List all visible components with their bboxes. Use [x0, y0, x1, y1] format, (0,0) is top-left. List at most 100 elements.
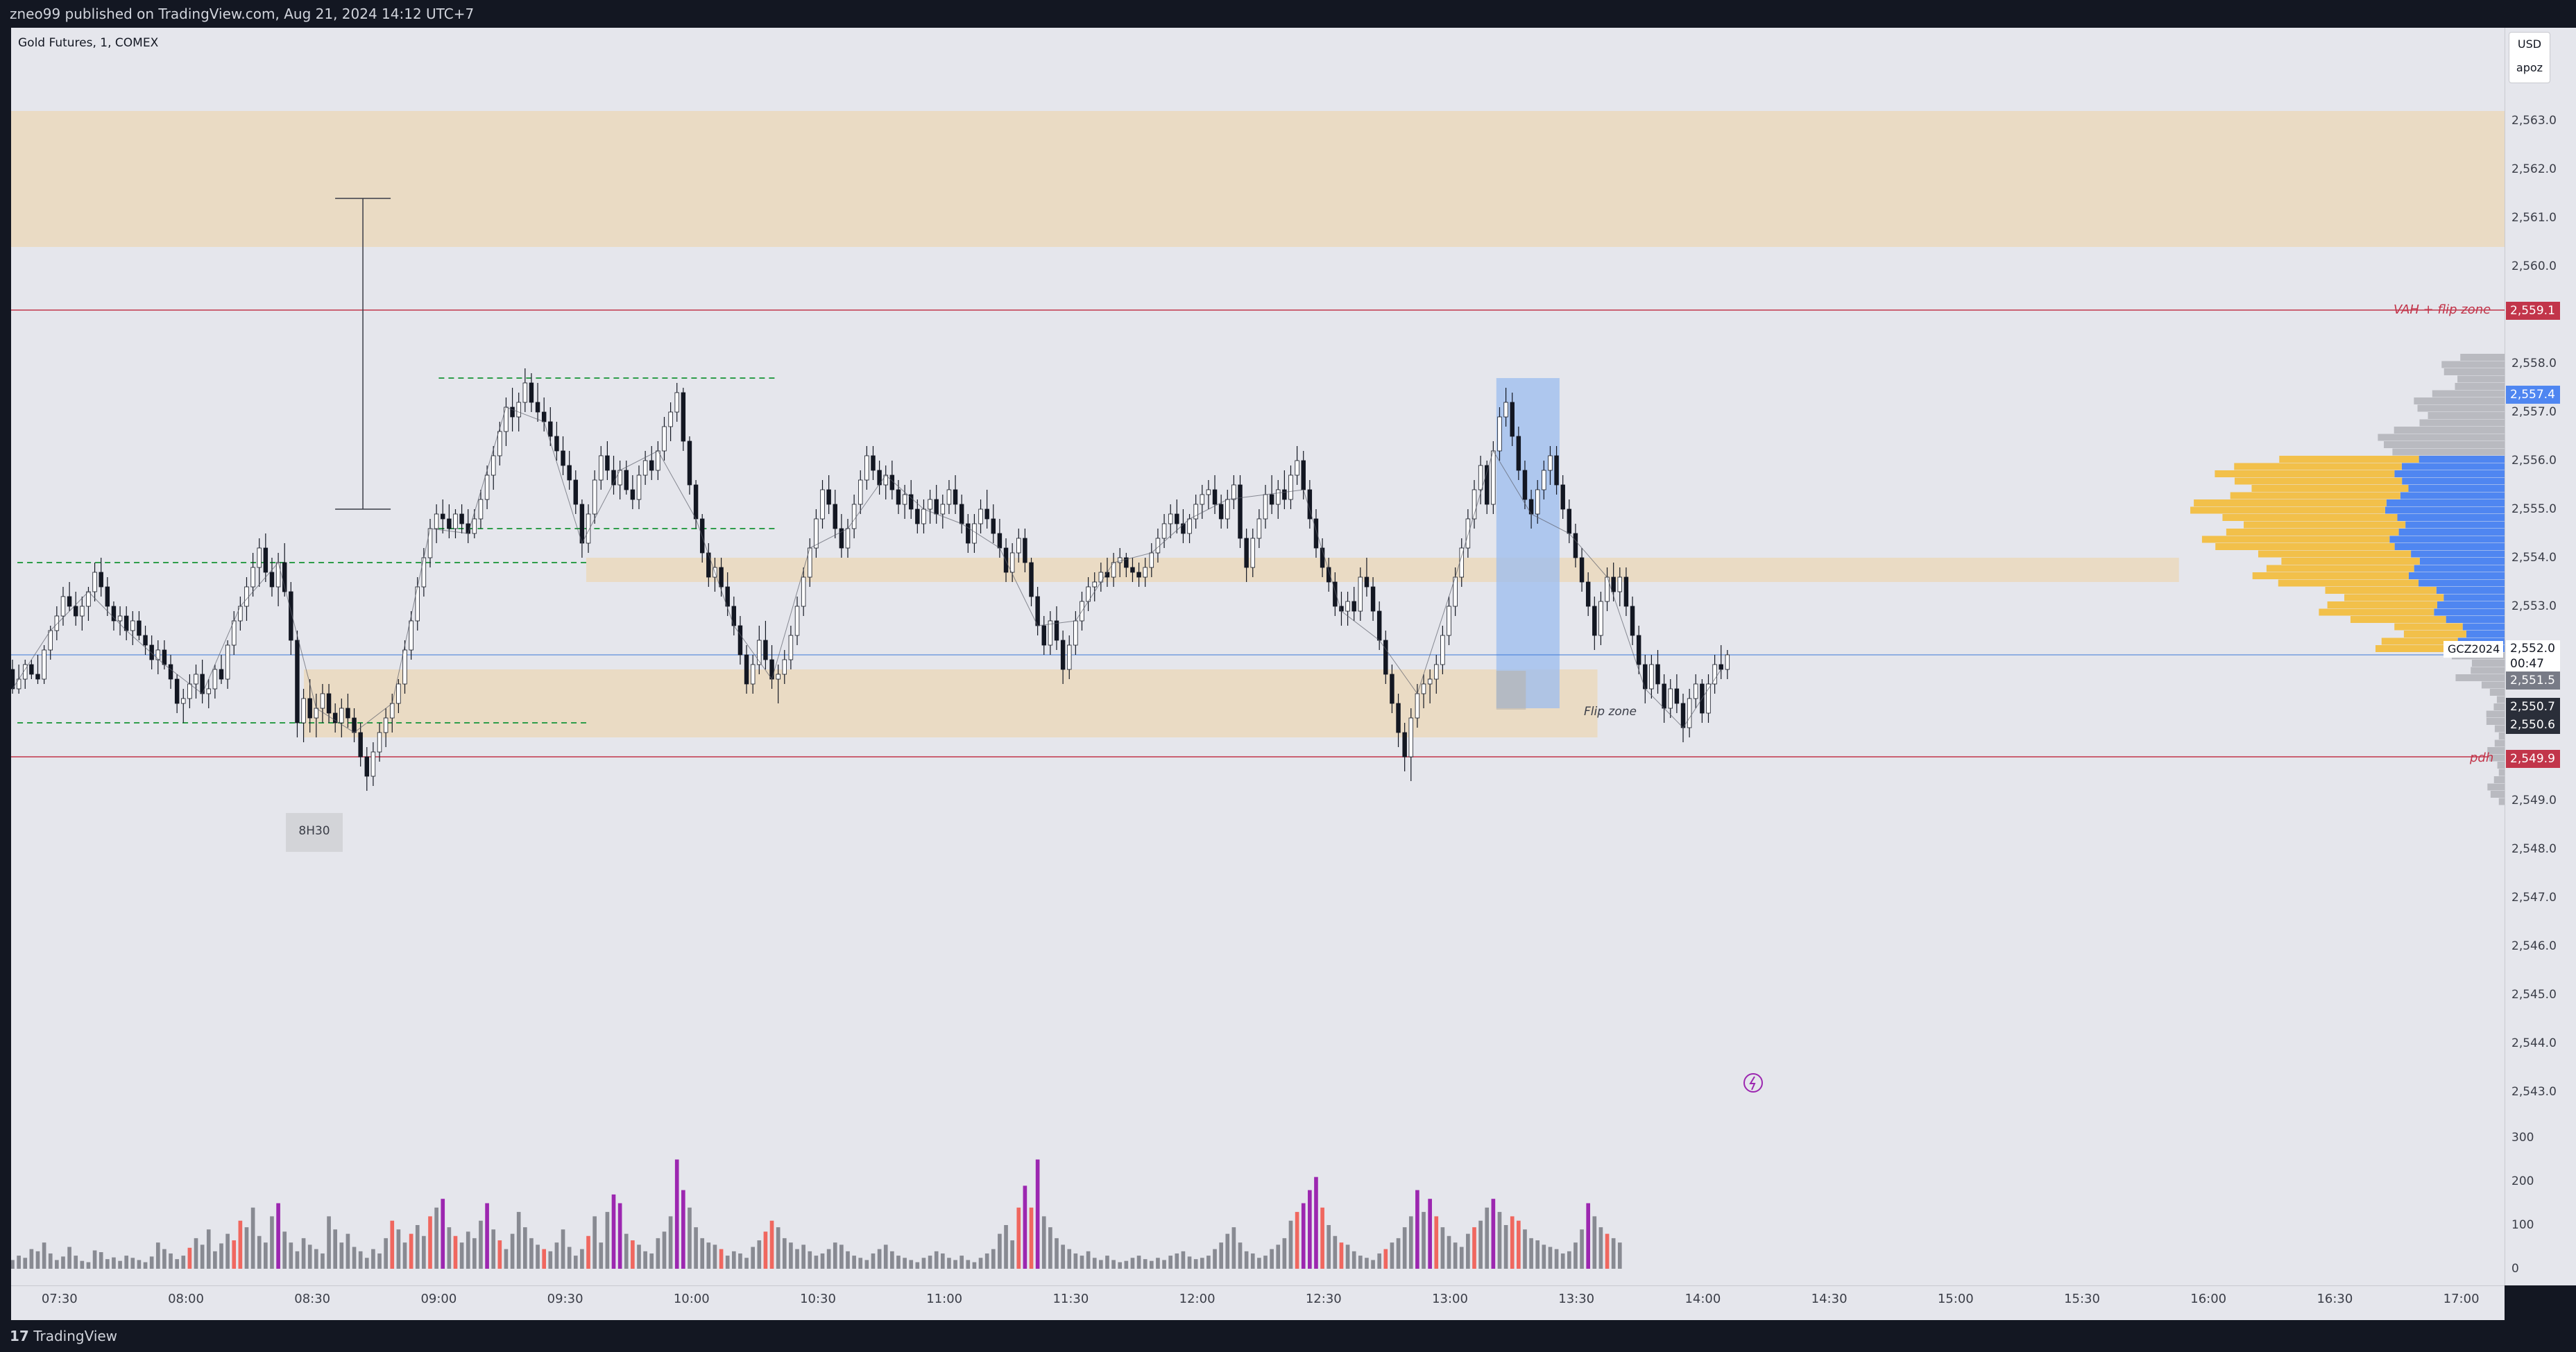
time-axis[interactable]: [11, 1285, 2505, 1321]
volume-bar: [694, 1227, 698, 1269]
time-tick: 16:00: [2190, 1292, 2227, 1306]
candle-body: [1326, 567, 1331, 583]
candle-body: [1060, 640, 1066, 670]
candle-body: [1193, 504, 1198, 520]
volume-bar: [238, 1220, 243, 1269]
volume-bar: [567, 1247, 572, 1269]
volume-profile-row: [2319, 608, 2434, 616]
candle-body: [289, 591, 293, 641]
price-tick: 2,543.0: [2511, 1085, 2557, 1099]
candle-body: [1662, 683, 1666, 709]
candle-body: [92, 572, 97, 592]
volume-bar: [181, 1256, 186, 1269]
candle-body: [484, 474, 490, 500]
volume-bar: [984, 1253, 989, 1269]
volume-profile-row: [2190, 506, 2385, 514]
candle-body: [814, 518, 819, 549]
volume-bar: [1517, 1220, 1521, 1269]
volume-bar: [928, 1256, 932, 1269]
candle-body: [1282, 489, 1287, 500]
candle-body: [744, 654, 749, 685]
volume-bar: [225, 1233, 230, 1269]
volume-tick: 300: [2511, 1131, 2534, 1145]
currency-label[interactable]: USD: [2517, 37, 2542, 51]
volume-bar: [1086, 1251, 1091, 1269]
candle-body: [1516, 436, 1521, 471]
candle-body: [1503, 402, 1508, 418]
candle-body: [858, 479, 863, 505]
candle-body: [263, 547, 268, 573]
candle-body: [194, 674, 198, 685]
volume-bar: [1023, 1186, 1027, 1269]
volume-profile-row: [2258, 550, 2412, 558]
volume-bar: [1136, 1256, 1141, 1269]
volume-bar: [112, 1257, 116, 1269]
tradingview-logo-icon: 17: [10, 1328, 29, 1344]
candle-body: [1465, 518, 1471, 549]
volume-bar: [1308, 1190, 1312, 1269]
volume-bar: [307, 1244, 312, 1269]
volume-bar: [321, 1253, 325, 1269]
volume-bar: [1586, 1203, 1591, 1269]
volume-profile-row: [2481, 681, 2505, 689]
volume-bar: [99, 1252, 103, 1269]
candle-body: [737, 625, 743, 656]
volume-bar: [656, 1238, 660, 1269]
volume-profile-row: [2498, 733, 2505, 739]
volume-profile-row: [2498, 798, 2505, 805]
candle-body: [250, 567, 255, 588]
volume-bar: [1529, 1238, 1533, 1269]
candle-body: [984, 508, 989, 520]
volume-bar: [991, 1249, 996, 1269]
chart-pane[interactable]: [11, 28, 2505, 1285]
volume-bar: [921, 1258, 926, 1269]
volume-tick: 100: [2511, 1218, 2534, 1232]
candle-body: [1649, 664, 1654, 690]
volume-bar: [200, 1244, 205, 1269]
volume-bar: [472, 1238, 477, 1269]
candle-body: [427, 528, 433, 558]
candle-body: [1408, 717, 1414, 758]
candle-body: [1630, 606, 1635, 636]
volume-bar: [17, 1256, 21, 1269]
currency-selector[interactable]: USD apoz: [2509, 32, 2550, 83]
volume-bar: [1497, 1212, 1502, 1269]
candle-body: [611, 470, 616, 486]
candle-body: [1655, 664, 1660, 685]
volume-profile-va-row: [2397, 514, 2505, 521]
candle-body: [1256, 518, 1262, 539]
lightning-bolt-glyph: [1749, 1076, 1756, 1090]
volume-bar: [617, 1203, 622, 1269]
scale-mode-label[interactable]: apoz: [2516, 61, 2543, 74]
candle-body: [314, 708, 319, 719]
candle-body: [35, 674, 40, 680]
candle-body: [396, 683, 401, 704]
candle-body: [959, 504, 964, 524]
candle-body: [845, 528, 851, 549]
candle-body: [80, 606, 85, 617]
candle-body: [60, 596, 66, 617]
candle-body: [1434, 664, 1439, 680]
volume-bar: [801, 1244, 805, 1269]
candle-body: [478, 499, 484, 520]
volume-profile-va-row: [2405, 521, 2505, 529]
candle-body: [642, 460, 648, 476]
pdh-price-label: 2,549.9: [2506, 750, 2560, 768]
volume-bar: [1592, 1216, 1597, 1269]
volume-profile-row: [2394, 623, 2463, 631]
volume-bar: [864, 1260, 869, 1269]
volume-bar: [700, 1238, 705, 1269]
price-chart[interactable]: [11, 28, 2505, 1285]
candle-body: [434, 513, 439, 529]
volume-profile-row: [2460, 354, 2505, 361]
price-tick: 2,547.0: [2511, 891, 2557, 905]
volume-bar: [966, 1260, 971, 1269]
price-tick: 2,548.0: [2511, 842, 2557, 856]
volume-bar: [1105, 1256, 1109, 1269]
candle-body: [1244, 538, 1249, 568]
candle-body: [1376, 610, 1382, 641]
candle-body: [1636, 635, 1641, 665]
volume-bar: [561, 1229, 565, 1269]
candle-body: [459, 513, 464, 524]
volume-bar: [744, 1258, 749, 1269]
